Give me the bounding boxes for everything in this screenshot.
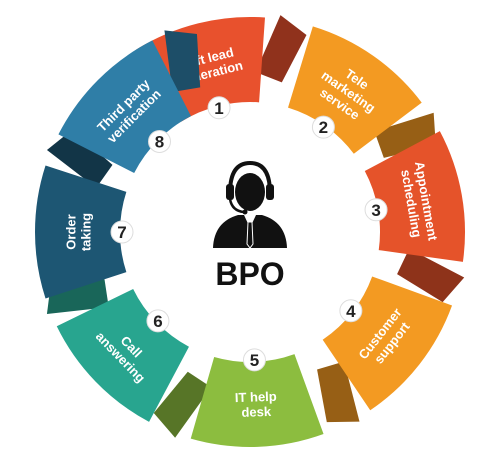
segment-5: IT helpdesk 5 xyxy=(153,348,324,447)
segment-fold xyxy=(397,248,465,303)
segment-7: Ordertaking 7 xyxy=(34,129,134,299)
segment-label-line: desk xyxy=(241,404,272,420)
segment-number: 2 xyxy=(319,118,328,137)
segment-band xyxy=(364,131,465,262)
number-badge xyxy=(146,309,170,333)
number-badge xyxy=(147,129,171,153)
number-badge xyxy=(364,198,388,222)
segment-fold xyxy=(46,129,113,188)
segment-fold xyxy=(317,361,360,423)
segment-number: 1 xyxy=(214,99,223,118)
segment-label: IT helpdesk xyxy=(235,389,278,420)
segment-fold xyxy=(255,15,307,83)
segment-label: Ordertaking xyxy=(64,213,94,251)
segment-number: 6 xyxy=(153,312,162,331)
segment-number: 7 xyxy=(117,223,126,242)
segment-number: 8 xyxy=(155,132,164,151)
segment-label-line: IT help xyxy=(235,389,277,405)
segment-fold xyxy=(164,30,201,93)
segment-label-line: taking xyxy=(79,213,94,251)
segments-layer: Soft leadgeneration1Telemarketingservice… xyxy=(34,15,465,447)
center-title: BPO xyxy=(215,256,284,292)
number-badge xyxy=(339,299,363,323)
segment-number: 4 xyxy=(346,302,356,321)
segment-number: 3 xyxy=(371,201,380,220)
segment-band xyxy=(190,354,324,447)
number-badge xyxy=(242,348,266,372)
number-badge xyxy=(110,220,134,244)
segment-number: 5 xyxy=(250,351,259,370)
number-badge xyxy=(207,96,231,120)
segment-fold xyxy=(153,371,212,438)
segment-band xyxy=(34,165,127,299)
number-badge xyxy=(311,115,335,139)
segment-label-line: Order xyxy=(64,214,79,249)
call-center-agent-headset-icon xyxy=(213,160,287,249)
